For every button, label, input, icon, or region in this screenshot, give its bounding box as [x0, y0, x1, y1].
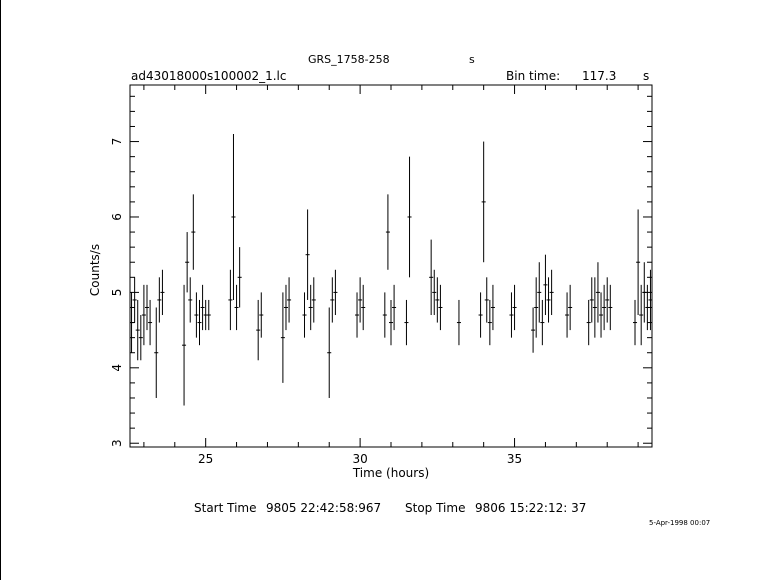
- date-stamp: 5-Apr-1998 00:07: [649, 519, 711, 527]
- bin-time-unit: s: [643, 69, 650, 83]
- plot-frame: [129, 84, 653, 448]
- window-left-border: [0, 0, 1, 580]
- axis-ticks: [130, 85, 652, 447]
- chart-title-unit: s: [469, 53, 475, 66]
- start-time-label: Start Time: [194, 501, 257, 515]
- x-axis-label: Time (hours): [352, 466, 429, 480]
- y-tick-label: 7: [110, 138, 124, 146]
- y-tick-label: 3: [110, 439, 124, 447]
- x-tick-label: 35: [507, 452, 522, 466]
- y-tick-label: 6: [110, 213, 124, 221]
- stop-time-label: Stop Time: [405, 501, 466, 515]
- x-tick-label: 25: [198, 452, 213, 466]
- file-name: ad43018000s100002_1.lc: [131, 69, 287, 83]
- stop-time-value: 9806 15:22:12: 37: [475, 501, 587, 515]
- x-tick-label: 30: [352, 452, 367, 466]
- y-tick-label: 5: [110, 289, 124, 297]
- chart-title: GRS_1758-258: [308, 53, 390, 66]
- bin-time-value: 117.3: [582, 69, 617, 83]
- data-marks: [129, 134, 653, 406]
- tick-labels: 25 30 35 3 4 5 6 7: [110, 138, 522, 466]
- y-axis-label: Counts/s: [88, 244, 102, 296]
- bin-time-label: Bin time:: [506, 69, 561, 83]
- start-time-value: 9805 22:42:58:967: [266, 501, 382, 515]
- y-tick-label: 4: [110, 364, 124, 372]
